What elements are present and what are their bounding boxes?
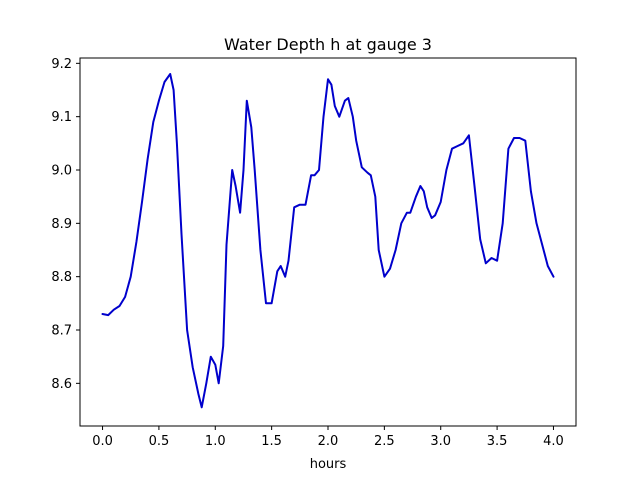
x-tick-label: 4.0 <box>543 434 564 449</box>
x-tick-label: 2.5 <box>374 434 395 449</box>
x-tick-label: 0.5 <box>149 434 170 449</box>
y-tick-label: 8.8 <box>51 270 72 285</box>
x-tick-label: 0.0 <box>92 434 113 449</box>
x-tick-label: 3.0 <box>430 434 451 449</box>
plot-area: 0.0 0.5 1.0 1.5 2.0 2.5 3.0 3.5 4.0 8.6 8.7 8.8 8.9 9… <box>51 57 577 449</box>
x-tick-label: 1.5 <box>261 434 282 449</box>
y-tick-label: 8.9 <box>51 217 72 232</box>
x-tick-label: 3.5 <box>487 434 508 449</box>
x-tick-label: 1.0 <box>205 434 226 449</box>
x-tick-label: 2.0 <box>318 434 339 449</box>
plot-frame <box>79 57 577 427</box>
y-tick-label: 9.1 <box>51 110 72 125</box>
y-tick-label: 8.6 <box>51 377 72 392</box>
y-tick-label: 8.7 <box>51 324 72 339</box>
y-tick-label: 9.0 <box>51 164 72 179</box>
series-line-0 <box>101 73 555 409</box>
y-tick-label: 9.2 <box>51 57 72 72</box>
chart-title: Water Depth h at gauge 3 <box>224 35 432 54</box>
x-axis-label: hours <box>310 457 347 472</box>
